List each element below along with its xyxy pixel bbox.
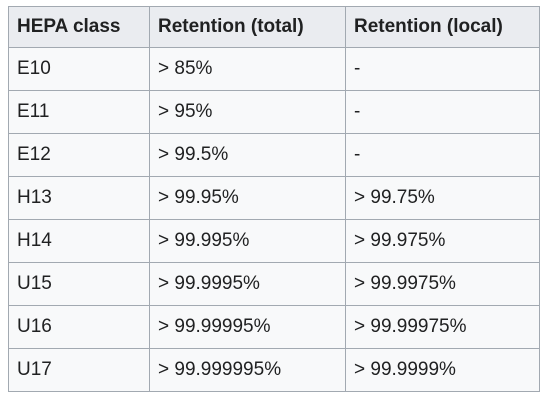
- table-row: U15 > 99.9995% > 99.9975%: [8, 262, 540, 306]
- cell-retention-local: > 99.9999%: [345, 348, 540, 392]
- header-hepa-class: HEPA class: [8, 6, 150, 48]
- cell-class: U17: [8, 348, 150, 392]
- cell-class: E10: [8, 47, 150, 91]
- table-row: E10 > 85% -: [8, 47, 540, 91]
- cell-retention-local: -: [345, 133, 540, 177]
- cell-retention-local: > 99.75%: [345, 176, 540, 220]
- cell-retention-total: > 99.5%: [149, 133, 346, 177]
- table-header-row: HEPA class Retention (total) Retention (…: [8, 6, 540, 48]
- cell-retention-local: -: [345, 90, 540, 134]
- table-row: H13 > 99.95% > 99.75%: [8, 176, 540, 220]
- header-retention-total: Retention (total): [149, 6, 346, 48]
- table-row: H14 > 99.995% > 99.975%: [8, 219, 540, 263]
- table-row: U17 > 99.999995% > 99.9999%: [8, 348, 540, 392]
- cell-class: U16: [8, 305, 150, 349]
- cell-retention-local: -: [345, 47, 540, 91]
- cell-retention-local: > 99.975%: [345, 219, 540, 263]
- cell-retention-local: > 99.9975%: [345, 262, 540, 306]
- cell-retention-total: > 99.999995%: [149, 348, 346, 392]
- cell-class: E12: [8, 133, 150, 177]
- cell-class: H14: [8, 219, 150, 263]
- cell-retention-total: > 99.99995%: [149, 305, 346, 349]
- hepa-classes-table: HEPA class Retention (total) Retention (…: [8, 6, 540, 392]
- cell-class: H13: [8, 176, 150, 220]
- cell-retention-total: > 99.995%: [149, 219, 346, 263]
- cell-retention-total: > 99.9995%: [149, 262, 346, 306]
- cell-retention-total: > 95%: [149, 90, 346, 134]
- cell-retention-total: > 85%: [149, 47, 346, 91]
- cell-class: E11: [8, 90, 150, 134]
- cell-retention-local: > 99.99975%: [345, 305, 540, 349]
- table-row: U16 > 99.99995% > 99.99975%: [8, 305, 540, 349]
- table-container: HEPA class Retention (total) Retention (…: [8, 6, 540, 392]
- table-row: E11 > 95% -: [8, 90, 540, 134]
- cell-class: U15: [8, 262, 150, 306]
- table-row: E12 > 99.5% -: [8, 133, 540, 177]
- cell-retention-total: > 99.95%: [149, 176, 346, 220]
- header-retention-local: Retention (local): [345, 6, 540, 48]
